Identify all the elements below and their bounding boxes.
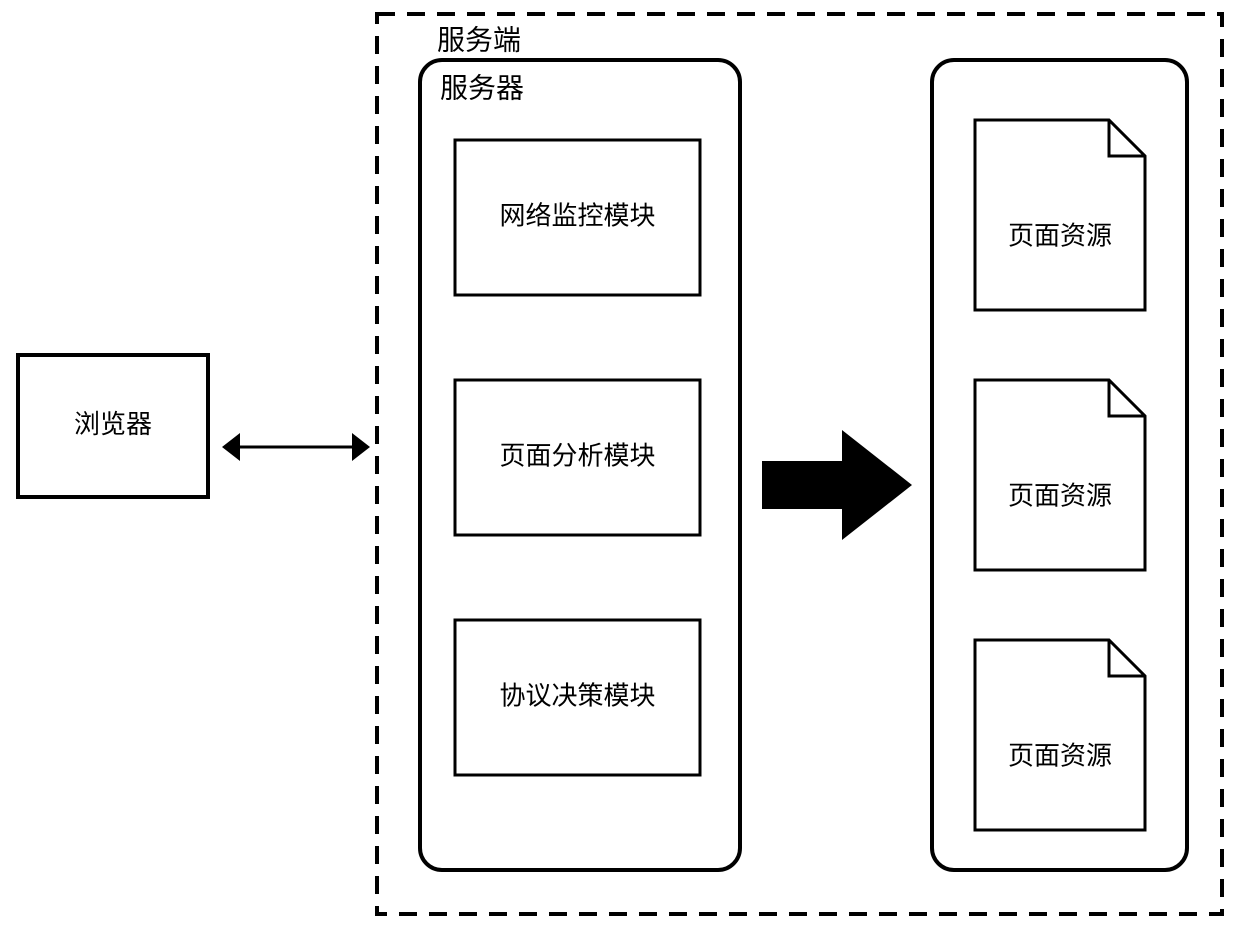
server-module-label: 网络监控模块 — [499, 200, 655, 230]
document-label: 页面资源 — [1008, 481, 1112, 511]
document-icon — [975, 120, 1145, 310]
server-side-title: 服务端 — [437, 24, 521, 55]
document-label: 页面资源 — [1008, 741, 1112, 771]
server-title: 服务器 — [440, 72, 524, 103]
document-label: 页面资源 — [1008, 221, 1112, 251]
document-icon — [975, 380, 1145, 570]
big-arrow-icon — [762, 430, 912, 540]
bidirectional-arrow-head-left — [222, 433, 240, 461]
document-icon — [975, 640, 1145, 830]
server-module-label: 页面分析模块 — [499, 440, 655, 470]
server-module-label: 协议决策模块 — [499, 680, 655, 710]
bidirectional-arrow-head-right — [352, 433, 370, 461]
browser-label: 浏览器 — [74, 409, 152, 439]
